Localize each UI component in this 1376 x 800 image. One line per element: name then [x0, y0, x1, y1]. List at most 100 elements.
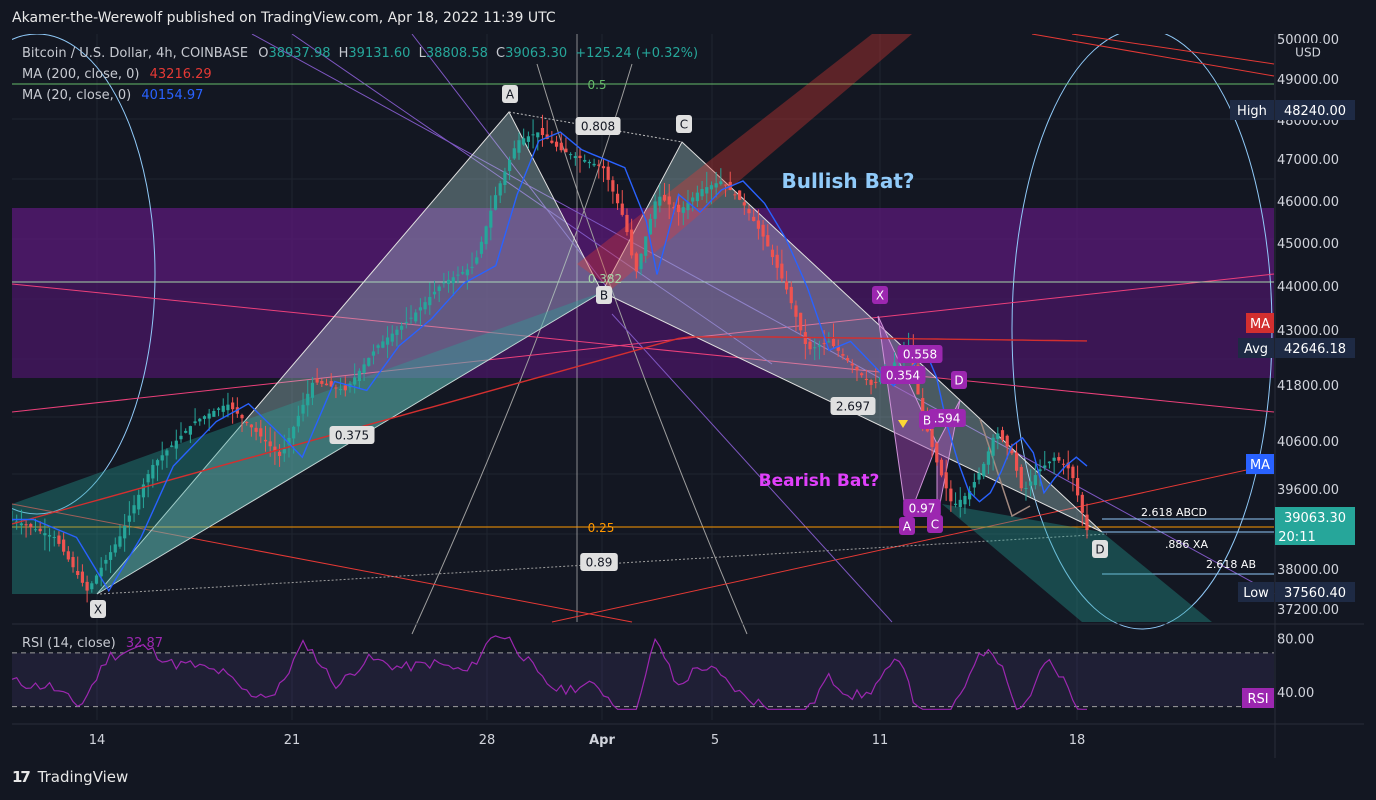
avg-badge-value: 42646.18: [1284, 342, 1346, 357]
candle-body: [489, 210, 493, 228]
candle-body: [216, 408, 221, 410]
published-text: Akamer-the-Werewolf published on Trading…: [12, 10, 556, 26]
change-value: +125.24 (+0.32%): [575, 46, 699, 61]
candle-body: [287, 437, 291, 445]
candle-body: [939, 459, 944, 476]
candle-body: [723, 184, 728, 186]
candle-body: [695, 192, 699, 202]
candle-body: [390, 333, 394, 342]
candle-body: [263, 439, 268, 442]
close-label: C: [496, 46, 506, 61]
candle-body: [367, 357, 371, 366]
candle-body: [127, 515, 131, 522]
candle-body: [19, 523, 23, 526]
ratio-2-697: 2.697: [836, 400, 870, 414]
candle-body: [503, 171, 507, 185]
rsi-value: 32.87: [125, 636, 164, 651]
ma20-label: MA (20, close, 0): [22, 88, 132, 103]
candle-body: [799, 312, 803, 331]
pattern-point-c-bg: [676, 115, 692, 133]
ratio-0-375-bg: [329, 426, 375, 444]
candle-body: [400, 325, 404, 330]
candle-body: [1052, 457, 1056, 461]
low-label: L: [418, 46, 426, 61]
ratio-0-594-bg: [928, 409, 966, 427]
candle-body: [123, 525, 127, 539]
candle-body: [662, 194, 667, 201]
candle-body: [155, 460, 160, 466]
small-point-b-bg: [919, 411, 935, 429]
candle-body: [475, 257, 479, 264]
pattern-point-b-bg: [596, 286, 612, 304]
candle-body: [1071, 466, 1075, 479]
candle-body: [944, 472, 948, 489]
candle-body: [174, 440, 178, 449]
small-point-d-bg: [951, 371, 967, 389]
candle-body: [108, 552, 113, 560]
ratio-0-89-bg: [580, 553, 618, 571]
candle-body: [57, 535, 61, 544]
candle-body: [1029, 481, 1033, 486]
candle-body: [747, 208, 751, 214]
candle-body: [66, 551, 70, 560]
chart-canvas[interactable]: Bullish Bat? Bearish Bat? 0.5 0.382 0.25 0.80…: [12, 34, 1364, 758]
candle-body: [958, 499, 962, 508]
price-tick-7: 43000.00: [1277, 324, 1339, 339]
purple-zone-lower: [12, 282, 1274, 378]
candle-body: [1038, 469, 1042, 472]
candle-body: [1047, 461, 1052, 464]
candle-body: [343, 385, 347, 391]
last-price-bg: [1275, 507, 1355, 545]
chart-panel[interactable]: Bullish Bat? Bearish Bat? 0.5 0.382 0.25 0.80…: [12, 34, 1364, 758]
rsi-label: RSI (14, close): [22, 636, 116, 651]
candle-body: [113, 544, 117, 553]
candle-body: [29, 523, 33, 528]
candle-body: [188, 426, 192, 435]
trendline-violet-4: [611, 313, 893, 623]
time-tick-3: Apr: [589, 733, 615, 748]
rsi-line: [12, 635, 1087, 711]
candle-body: [794, 305, 798, 317]
fib-arc-2: [411, 63, 633, 635]
candle-body: [756, 220, 760, 229]
candle-body: [212, 410, 216, 417]
candle-body: [1005, 435, 1009, 447]
candle-body: [418, 307, 423, 311]
tradingview-footer[interactable]: 17 TradingView: [12, 768, 128, 786]
candle-body: [71, 557, 75, 568]
candle-body: [991, 437, 995, 456]
countdown-value: 20:11: [1278, 530, 1315, 545]
candle-body: [1085, 514, 1089, 531]
high-value: 39131.60: [348, 46, 411, 61]
price-tick-12: 37200.00: [1277, 603, 1339, 618]
candle-body: [784, 281, 789, 290]
candle-body: [644, 236, 648, 256]
rsi-band: [12, 652, 1274, 707]
candle-body: [742, 202, 746, 206]
candle-body: [770, 249, 775, 258]
candle-body: [935, 443, 939, 463]
candle-body: [428, 296, 432, 306]
candle-body: [540, 128, 545, 136]
high-badge-label: High: [1237, 104, 1267, 119]
candle-body: [90, 583, 94, 590]
candle-body: [1033, 475, 1037, 486]
tradingview-brand: TradingView: [37, 768, 129, 786]
fib-label-0-25: 0.25: [588, 521, 615, 535]
price-tick-8: 41800.00: [1277, 379, 1339, 394]
ratio-0-558-bg: [897, 345, 943, 363]
price-axis-bg: [1275, 34, 1364, 758]
ratio-0-594: .594: [934, 412, 961, 426]
candle-body: [451, 277, 455, 284]
candle-body: [362, 364, 366, 374]
currency-label-bg: [1290, 43, 1326, 61]
candle-body: [339, 389, 343, 391]
candle-body: [385, 337, 390, 345]
last-price-value: 39063.30: [1284, 511, 1346, 526]
ma200-legend: MA (200, close, 0) 43216.29: [22, 67, 212, 82]
currency-label: USD: [1295, 46, 1321, 60]
candle-body: [878, 377, 883, 383]
candle-body: [808, 341, 812, 350]
candle-body: [324, 383, 329, 386]
trendline-red-2: [551, 463, 1275, 623]
